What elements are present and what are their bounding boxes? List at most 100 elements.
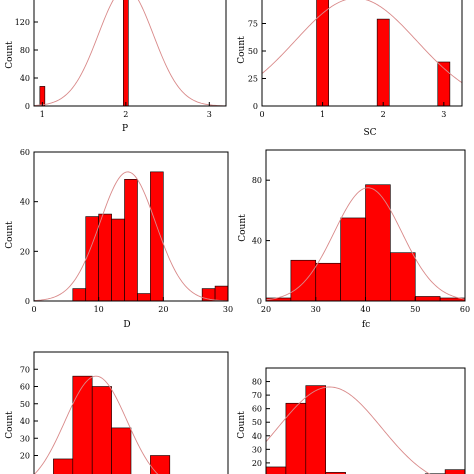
- panel-d: Count 0 20 40 60 0 10 20 30 D: [5, 148, 233, 330]
- ytick-label-sc-25: 25: [248, 75, 258, 84]
- panel-bottom-right-marks: 20 30 40 50 60 70 80: [252, 367, 466, 474]
- ytick-label-e-60: 60: [20, 383, 30, 392]
- ytick-label-p-40: 40: [20, 74, 30, 83]
- axis-frame-e: [33, 351, 229, 474]
- bar-d-0: [72, 288, 87, 302]
- panel-fc-marks: 0 40 80 20 30 40 50 60: [252, 149, 470, 314]
- bar-d-2: [98, 213, 112, 302]
- panel-fc-xlabel: fc: [362, 320, 370, 330]
- xtick-label-fc-50: 50: [410, 305, 420, 314]
- xtick-label-d-20: 20: [158, 305, 168, 314]
- bar-f-3: [325, 472, 346, 474]
- ytick-label-e-30: 30: [20, 434, 30, 443]
- panel-d-ylabel: Count: [5, 221, 15, 249]
- bar-f-0: [265, 466, 287, 474]
- ytick-label-p-120: 120: [15, 18, 30, 27]
- panel-bottom-right-ylabel: Count: [237, 411, 247, 439]
- panel-d-marks: 0 20 40 60 0 10 20 30: [20, 148, 233, 314]
- ytick-label-f-60: 60: [252, 405, 262, 414]
- xtick-label-d-30: 30: [223, 305, 233, 314]
- xtick-label-p-2: 2: [123, 110, 128, 119]
- ytick-label-f-80: 80: [252, 378, 262, 387]
- bar-e-0: [53, 458, 74, 474]
- panel-bottom-right: Count 20 30 40 50 60 70 80: [237, 367, 466, 474]
- bar-fc-2: [315, 262, 341, 302]
- bar-e-2: [91, 386, 112, 474]
- panel-sc-ylabel: Count: [237, 36, 247, 64]
- ytick-label-p-80: 80: [20, 46, 30, 55]
- ytick-label-d-20: 20: [20, 247, 30, 256]
- bar-fc-1: [290, 259, 317, 302]
- fit-curve-sc: [261, 0, 463, 84]
- ytick-label-p-0: 0: [25, 102, 30, 111]
- xtick-label-p-3: 3: [207, 110, 212, 119]
- fit-curve-e: [33, 375, 159, 474]
- panel-p: Count 0 40 80 120 1 2 3 P: [5, 0, 227, 134]
- panel-p-xlabel: P: [122, 124, 128, 134]
- xtick-label-sc-1: 1: [320, 110, 325, 119]
- panel-bottom-left: Count 20 30 40 50 60 70: [5, 351, 229, 474]
- ytick-label-sc-75: 75: [248, 20, 258, 29]
- bar-fc-3: [340, 217, 366, 302]
- xtick-label-fc-20: 20: [261, 305, 271, 314]
- fit-curve-fc: [265, 187, 466, 301]
- bar-fc-5: [390, 252, 416, 302]
- xtick-label-fc-60: 60: [460, 305, 470, 314]
- ytick-label-f-50: 50: [252, 418, 262, 427]
- ytick-label-d-0: 0: [25, 297, 30, 306]
- axis-frame-sc: [261, 0, 463, 107]
- panel-fc: Count 0 40 80 20 30 40 50 60 fc: [238, 149, 470, 330]
- ytick-label-fc-40: 40: [252, 237, 262, 246]
- ytick-label-f-40: 40: [252, 432, 262, 441]
- bar-e-1: [72, 375, 93, 474]
- panel-sc: Count 0 25 50 75 0 1 2 3 SC: [237, 0, 463, 138]
- ytick-label-e-40: 40: [20, 417, 30, 426]
- bar-d-3: [111, 218, 125, 302]
- bar-e-4: [150, 455, 171, 474]
- fit-curve-p: [33, 0, 227, 107]
- axis-frame-p: [33, 0, 227, 107]
- ytick-label-e-70: 70: [20, 365, 30, 374]
- xtick-label-fc-30: 30: [311, 305, 321, 314]
- bar-e-3: [111, 427, 132, 474]
- ytick-label-e-20: 20: [20, 452, 30, 461]
- panel-bottom-left-ylabel: Count: [5, 411, 15, 439]
- xtick-label-sc-2: 2: [381, 110, 386, 119]
- bar-d-8: [214, 285, 229, 302]
- bar-d-6: [150, 171, 164, 302]
- axis-frame-f: [265, 367, 466, 474]
- bar-sc-1: [376, 18, 390, 107]
- ytick-label-e-50: 50: [20, 400, 30, 409]
- bar-fc-6: [414, 296, 441, 302]
- ytick-label-sc-0: 0: [253, 102, 258, 111]
- xtick-label-fc-40: 40: [360, 305, 370, 314]
- ytick-label-f-70: 70: [252, 391, 262, 400]
- panel-d-xlabel: D: [123, 320, 130, 330]
- bar-d-4: [124, 179, 138, 302]
- bar-p-1: [123, 0, 129, 107]
- bar-fc-4: [365, 184, 391, 302]
- xtick-label-d-0: 0: [31, 305, 36, 314]
- bar-f-5: [444, 469, 466, 474]
- panel-p-marks: 0 40 80 120 1 2 3: [15, 0, 227, 119]
- panel-fc-ylabel: Count: [238, 214, 248, 242]
- xtick-label-sc-3: 3: [441, 110, 446, 119]
- panel-bottom-left-marks: 20 30 40 50 60 70: [20, 351, 229, 474]
- xtick-label-sc-0: 0: [259, 110, 264, 119]
- ytick-label-d-60: 60: [20, 148, 30, 157]
- bar-f-2: [305, 385, 326, 474]
- bar-sc-0: [316, 0, 329, 107]
- fit-curve-d: [33, 171, 229, 302]
- ytick-label-sc-50: 50: [248, 47, 258, 56]
- fit-curve-f: [265, 386, 431, 474]
- bar-d-1: [85, 216, 99, 302]
- xtick-label-p-1: 1: [40, 110, 45, 119]
- ytick-label-d-40: 40: [20, 198, 30, 207]
- xtick-label-d-10: 10: [94, 305, 104, 314]
- ytick-label-f-20: 20: [252, 459, 262, 468]
- panel-sc-xlabel: SC: [363, 128, 376, 138]
- ytick-label-fc-80: 80: [252, 176, 262, 185]
- ytick-label-fc-0: 0: [257, 297, 262, 306]
- bar-d-5: [137, 293, 151, 302]
